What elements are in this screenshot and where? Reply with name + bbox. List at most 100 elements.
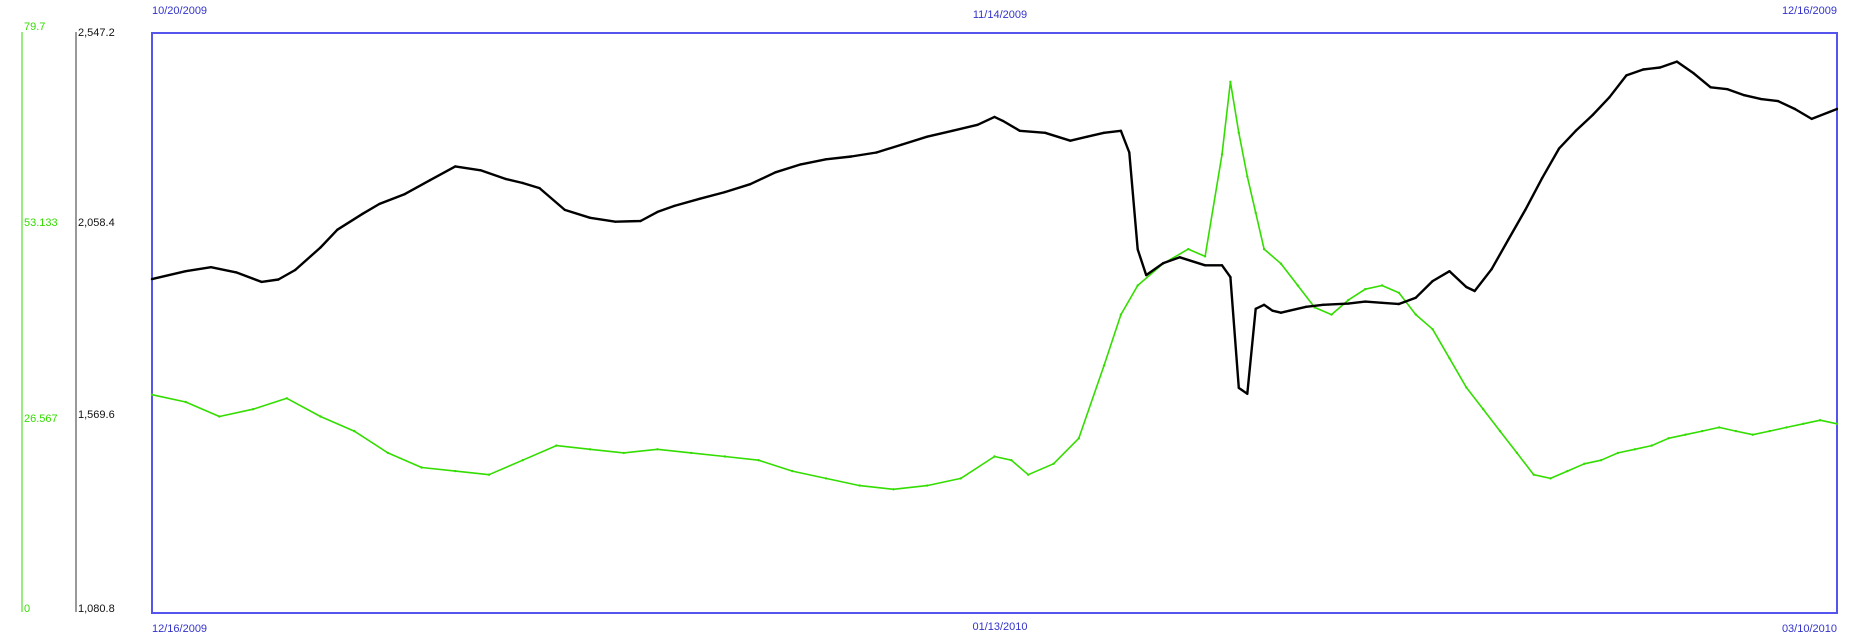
- green-series-point: [1768, 429, 1771, 433]
- green-series-point: [723, 455, 727, 458]
- black-series-point: [1574, 129, 1578, 132]
- black-series-point: [1709, 86, 1712, 89]
- green-series-point: [1229, 80, 1232, 84]
- black-series-point: [336, 228, 339, 231]
- black-series-point: [1524, 208, 1527, 212]
- black-series-point: [1069, 139, 1072, 142]
- black-series-point: [656, 210, 659, 214]
- black-series-point: [1086, 135, 1089, 138]
- green-series-point: [1010, 459, 1013, 462]
- black-series-point: [479, 169, 482, 172]
- green-series-point: [184, 400, 187, 404]
- black-series-point: [319, 246, 322, 249]
- plot-frame: [151, 32, 1838, 614]
- green-series-point: [1330, 313, 1333, 316]
- black-series-point: [1625, 74, 1628, 77]
- black-series-point: [428, 179, 432, 182]
- green-series-point: [1187, 247, 1190, 251]
- green-series-point: [1835, 422, 1839, 425]
- black-series-point: [1465, 285, 1468, 289]
- black-series-point: [1001, 119, 1005, 123]
- black-series-point: [563, 208, 566, 212]
- green-series-point: [1136, 284, 1139, 287]
- green-series-point: [285, 397, 288, 400]
- green-series-point: [1397, 291, 1401, 294]
- black-series-point: [1675, 60, 1679, 63]
- black-series-point: [1608, 96, 1611, 99]
- black-series-point: [673, 204, 676, 208]
- black-series-point: [1658, 66, 1662, 69]
- black-series-point: [1203, 264, 1207, 267]
- bottom-date-label: 03/10/2010: [1782, 623, 1837, 635]
- black-series-point: [1237, 386, 1241, 390]
- green-series-point: [858, 484, 861, 487]
- black-series-point: [209, 266, 213, 269]
- green-series-point: [1254, 211, 1257, 214]
- green-series-point: [1667, 437, 1670, 440]
- black-series-point: [1321, 303, 1325, 306]
- black-series-point: [1271, 309, 1274, 312]
- green-series-point: [1414, 313, 1418, 316]
- green-series-point: [1684, 433, 1687, 436]
- green-series-point: [487, 473, 491, 476]
- bottom-date-label: 12/16/2009: [152, 623, 207, 635]
- green-series-point: [1052, 462, 1055, 465]
- green-tick-label: 0: [24, 603, 30, 615]
- green-series-point: [1566, 469, 1569, 473]
- green-series-point: [1246, 175, 1249, 178]
- green-series-point: [1296, 284, 1300, 287]
- green-series-point: [251, 408, 255, 411]
- black-series-point: [1220, 264, 1224, 267]
- black-series-point: [1102, 131, 1106, 134]
- green-tick-label: 79.7: [24, 21, 45, 33]
- black-series-line: [151, 60, 1838, 395]
- top-date-label: 10/20/2009: [152, 5, 207, 17]
- green-series-point: [1220, 153, 1224, 156]
- green-series-point: [1819, 419, 1822, 422]
- green-series-point: [1027, 473, 1030, 476]
- green-series-point: [892, 488, 895, 491]
- black-series-point: [403, 192, 406, 196]
- green-series-point: [1119, 313, 1123, 316]
- green-series-point: [622, 451, 625, 455]
- black-series-point: [723, 190, 727, 194]
- black-series-point: [1279, 311, 1283, 314]
- green-series-point: [824, 477, 828, 480]
- green-series-point: [1448, 357, 1451, 360]
- black-series-point: [1380, 301, 1384, 304]
- black-series-point: [361, 212, 364, 215]
- green-series-point: [1616, 451, 1620, 455]
- black-tick-label: 1,080.8: [78, 603, 115, 615]
- green-series-point: [1347, 298, 1350, 302]
- black-series-point: [1810, 117, 1813, 121]
- black-series-point: [976, 123, 979, 127]
- black-series-point: [824, 158, 828, 161]
- top-date-label: 12/16/2009: [1782, 5, 1837, 17]
- black-series-point: [1473, 289, 1476, 293]
- black-series-point: [1161, 262, 1165, 265]
- green-series-point: [656, 448, 659, 451]
- green-series-point: [1237, 131, 1241, 134]
- green-series-point: [1380, 284, 1384, 287]
- green-tick-label: 26.567: [24, 413, 58, 425]
- green-series-point: [454, 469, 457, 473]
- black-series-point: [900, 143, 903, 146]
- black-series-point: [1540, 177, 1544, 180]
- green-series-point: [1633, 448, 1637, 451]
- black-series-point: [1776, 99, 1780, 103]
- black-series-point: [1229, 275, 1232, 279]
- green-series-point: [1650, 444, 1653, 447]
- green-series-point: [521, 459, 524, 462]
- black-series-point: [951, 129, 954, 132]
- black-series-point: [1397, 302, 1401, 306]
- green-series-point: [1785, 426, 1788, 429]
- black-series-point: [504, 177, 507, 181]
- green-series-point: [1431, 328, 1434, 331]
- green-series-point: [1279, 262, 1283, 265]
- green-series-point: [319, 415, 322, 418]
- black-series-point: [1726, 88, 1729, 91]
- green-series-point: [1515, 451, 1519, 455]
- black-series-point: [1136, 248, 1139, 251]
- black-series-point: [1347, 302, 1350, 305]
